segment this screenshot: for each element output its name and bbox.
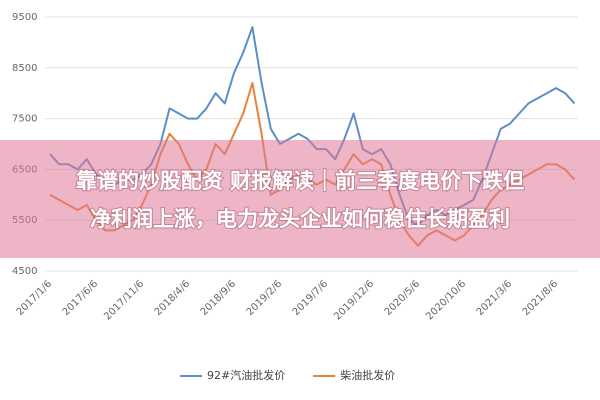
y-tick-label: 4500	[12, 266, 37, 277]
banner-band	[0, 140, 600, 258]
banner-line: 靠谱的炒股配资 财报解读｜前三季度电价下跌但	[76, 169, 524, 193]
y-tick-label: 9500	[12, 12, 37, 23]
banner-line: 净利润上涨，电力龙头企业如何稳住长期盈利	[90, 207, 510, 231]
legend-label: 柴油批发价	[340, 368, 395, 382]
y-tick-label: 7500	[12, 114, 37, 125]
legend-label: 92#汽油批发价	[207, 368, 285, 382]
y-tick-label: 8500	[12, 63, 37, 74]
